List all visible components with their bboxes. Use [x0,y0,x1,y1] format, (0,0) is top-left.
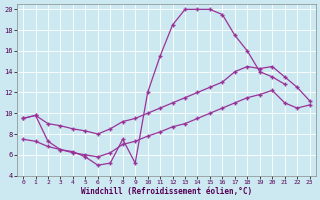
X-axis label: Windchill (Refroidissement éolien,°C): Windchill (Refroidissement éolien,°C) [81,187,252,196]
